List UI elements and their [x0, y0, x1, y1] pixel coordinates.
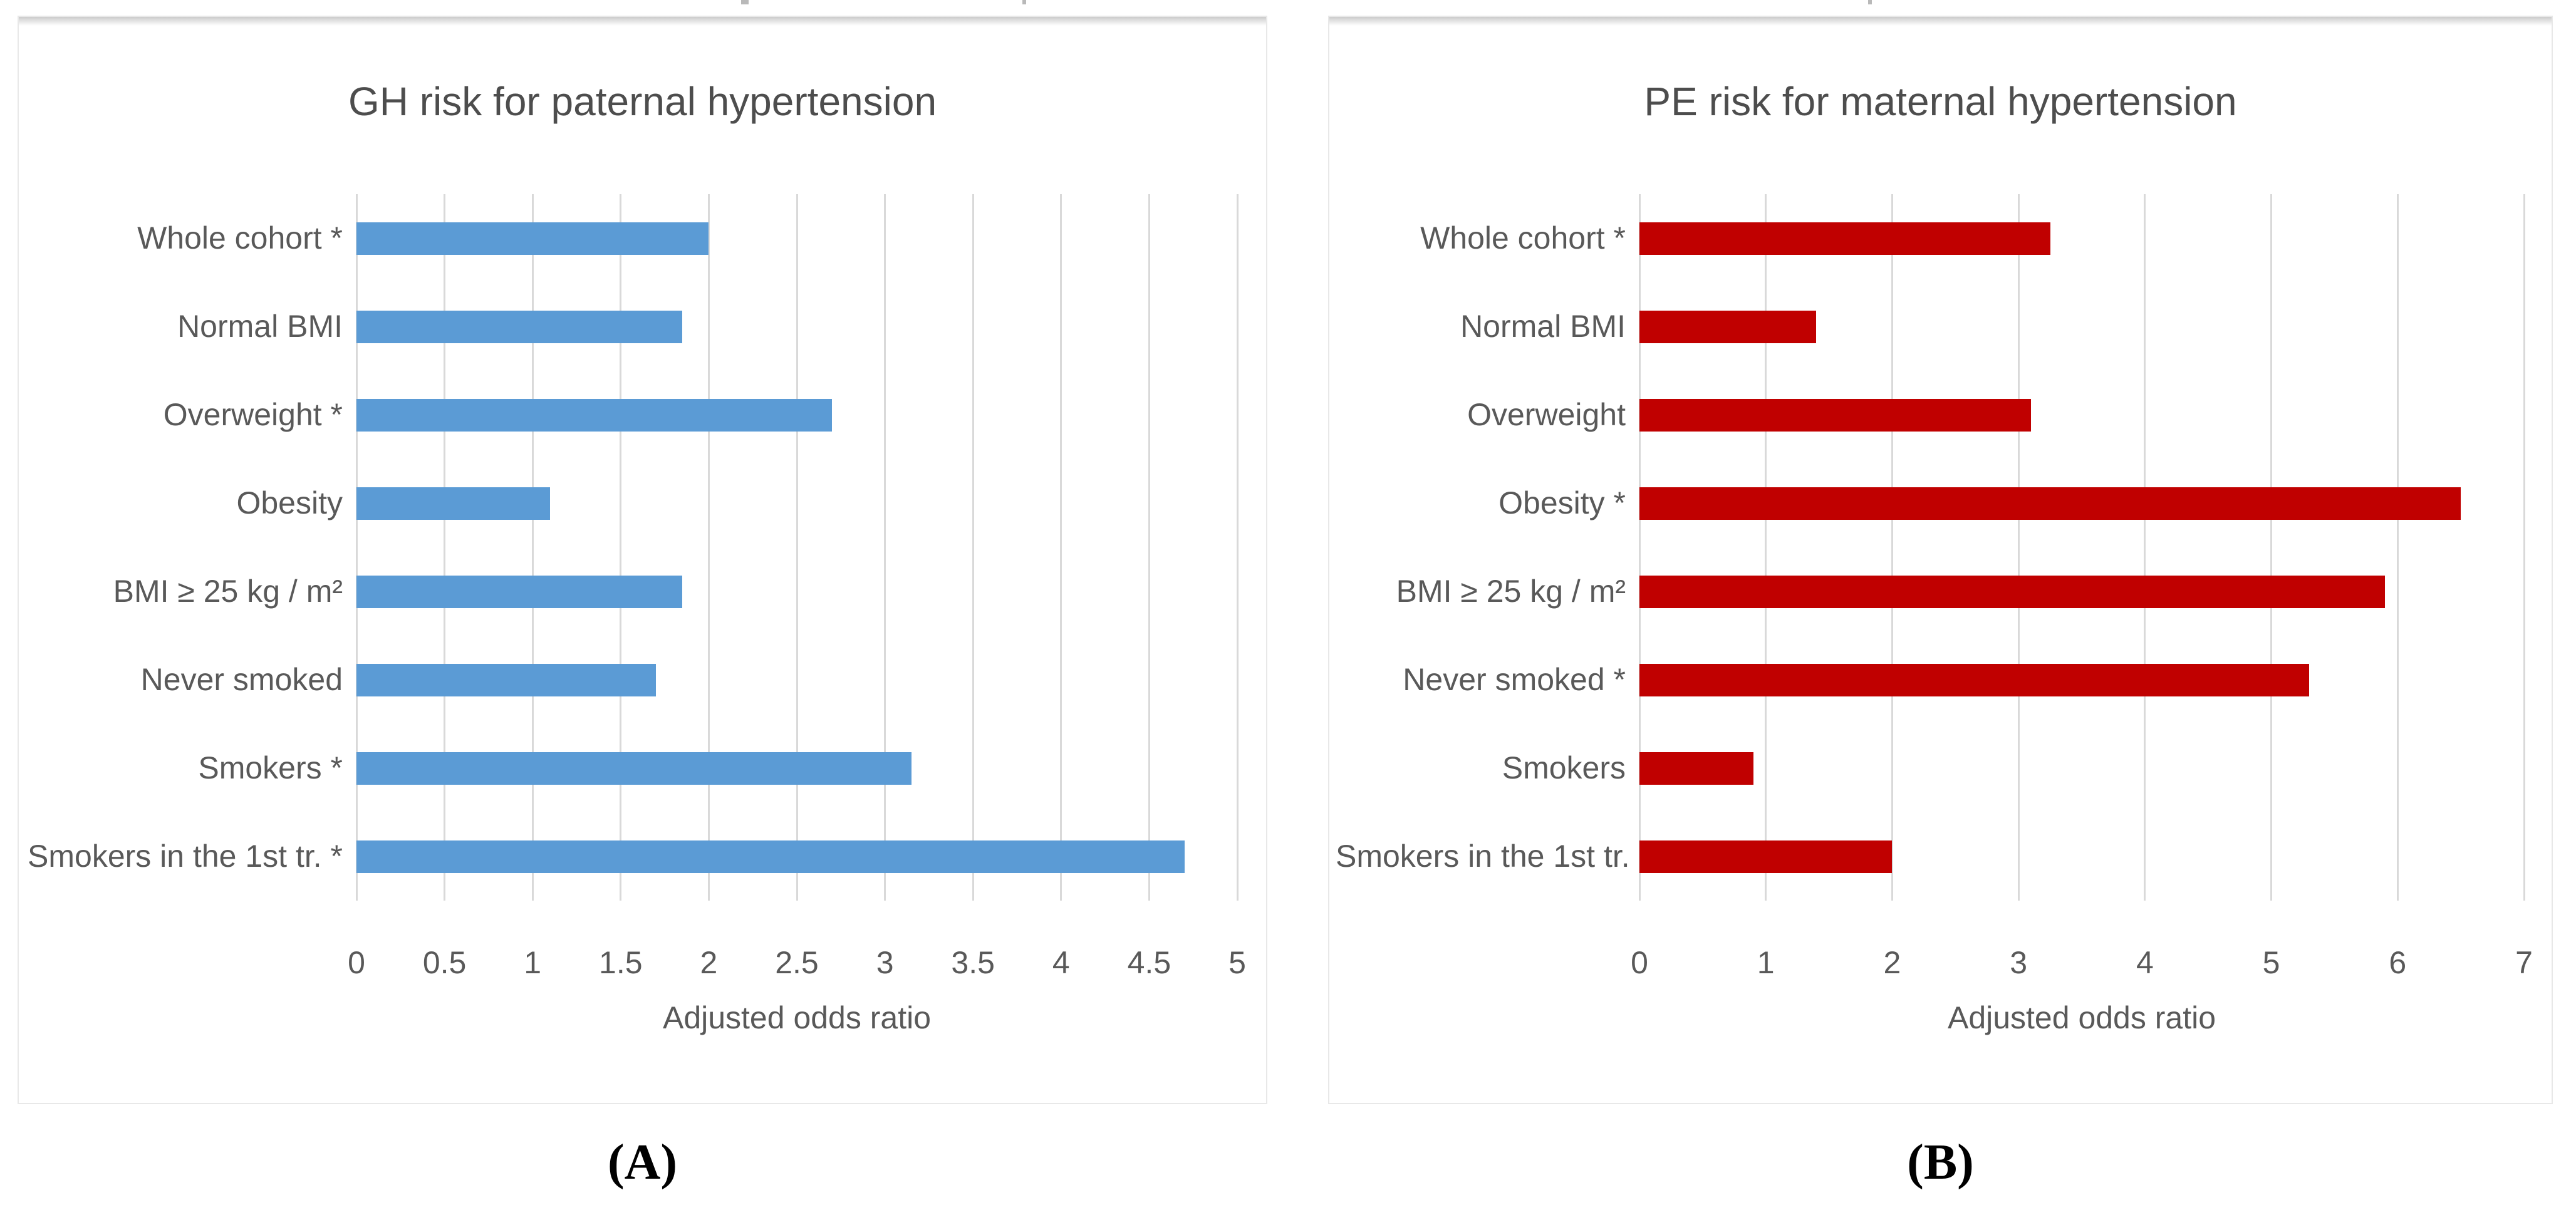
x-tick-label: 0	[1631, 945, 1648, 980]
chart-panel-a: GH risk for paternal hypertension Adjust…	[18, 16, 1267, 1104]
category-label: Obesity	[236, 485, 343, 520]
x-tick-label: 1	[524, 945, 542, 980]
gridline	[1148, 194, 1150, 901]
gridline	[707, 194, 710, 901]
x-tick-label: 2	[700, 945, 718, 980]
x-tick-label: 2	[1883, 945, 1901, 980]
x-tick-label: 3.5	[951, 945, 995, 980]
cropped-text-artifact	[1868, 0, 1872, 4]
x-tick-label: 5	[2262, 945, 2280, 980]
category-label: Smokers *	[198, 750, 343, 785]
bar	[356, 663, 657, 696]
gridline	[444, 194, 446, 901]
gridline	[2523, 194, 2525, 901]
bar	[1639, 222, 2050, 255]
x-tick-label: 3	[876, 945, 894, 980]
bar	[1639, 310, 1817, 343]
chart-panel-b: PE risk for maternal hypertension Adjust…	[1328, 16, 2553, 1104]
gridline	[2396, 194, 2399, 901]
gridline	[1236, 194, 1239, 901]
gridline	[1765, 194, 1767, 901]
category-label: Whole cohort *	[1420, 220, 1626, 256]
plot-area	[1638, 194, 2525, 901]
category-label: Smokers in the 1st tr.	[1336, 839, 1630, 874]
category-label: Normal BMI	[177, 309, 343, 344]
gridline	[796, 194, 798, 901]
chart-title: PE risk for maternal hypertension	[1644, 79, 2237, 124]
x-tick-label: 4	[1052, 945, 1070, 980]
x-tick-label: 0.5	[422, 945, 467, 980]
x-tick-label: 2.5	[775, 945, 819, 980]
bar	[1639, 663, 2310, 696]
bar	[1639, 575, 2386, 608]
bar	[356, 310, 683, 343]
x-tick-label: 5	[1228, 945, 1246, 980]
bar	[356, 487, 551, 520]
category-label: BMI ≥ 25 kg / m²	[113, 574, 343, 609]
category-label: Smokers in the 1st tr. *	[28, 839, 343, 874]
gridline	[972, 194, 974, 901]
bar	[1639, 487, 2461, 520]
x-tick-label: 4	[2136, 945, 2154, 980]
bar	[356, 752, 911, 785]
bar	[356, 575, 683, 608]
bar	[356, 840, 1185, 873]
category-label: BMI ≥ 25 kg / m²	[1396, 574, 1626, 609]
category-label: Smokers	[1502, 750, 1626, 785]
x-tick-label: 4.5	[1127, 945, 1171, 980]
bar	[1639, 398, 2032, 432]
category-label: Normal BMI	[1460, 309, 1626, 344]
gridline	[2144, 194, 2146, 901]
cropped-text-artifact	[1022, 0, 1026, 4]
gridline	[355, 194, 358, 901]
gridline	[1891, 194, 1893, 901]
category-label: Overweight	[1467, 397, 1626, 432]
x-tick-label: 3	[2010, 945, 2028, 980]
x-axis-title: Adjusted odds ratio	[1947, 1000, 2216, 1035]
category-label: Obesity *	[1498, 485, 1626, 520]
x-axis-title: Adjusted odds ratio	[662, 1000, 932, 1035]
x-tick-label: 1	[1757, 945, 1775, 980]
category-label: Never smoked *	[1403, 662, 1626, 697]
bar	[1639, 752, 1753, 785]
chart-title: GH risk for paternal hypertension	[348, 79, 937, 124]
gridline	[884, 194, 886, 901]
x-tick-label: 7	[2515, 945, 2533, 980]
category-label: Never smoked	[140, 662, 343, 697]
gridline	[1060, 194, 1062, 901]
gridline	[2270, 194, 2273, 901]
x-tick-label: 1.5	[599, 945, 643, 980]
gridline	[620, 194, 622, 901]
bar	[356, 222, 709, 255]
plot-area	[355, 194, 1239, 901]
x-tick-label: 0	[348, 945, 365, 980]
cropped-text-artifact	[741, 0, 749, 4]
gridline	[1638, 194, 1641, 901]
gridline	[531, 194, 534, 901]
category-label: Overweight *	[163, 397, 343, 432]
category-label: Whole cohort *	[137, 220, 343, 256]
caption-b: (B)	[1907, 1135, 1974, 1190]
gridline	[2017, 194, 2020, 901]
bar	[1639, 840, 1893, 873]
caption-a: (A)	[607, 1135, 678, 1190]
bar	[356, 398, 833, 432]
x-tick-label: 6	[2389, 945, 2407, 980]
